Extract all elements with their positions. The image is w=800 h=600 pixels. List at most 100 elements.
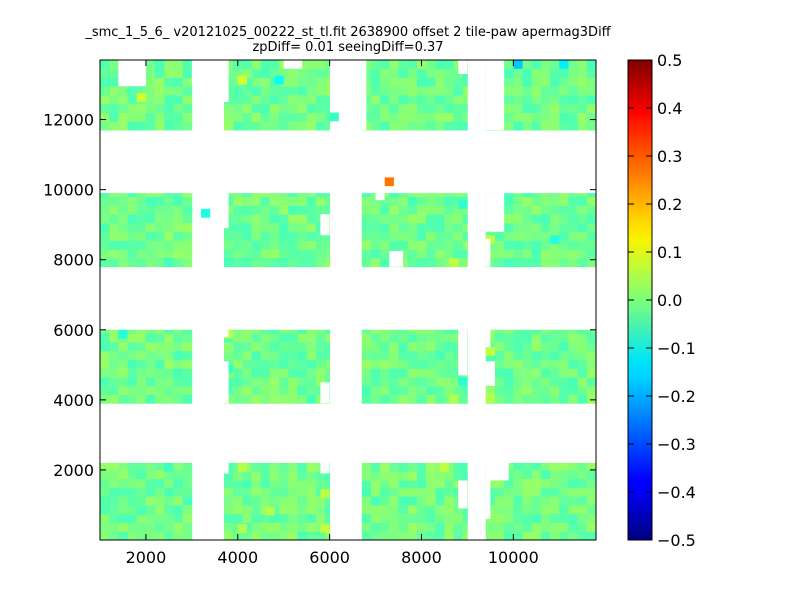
heatmap-tile [568, 462, 579, 471]
heatmap-tile [494, 359, 505, 369]
heatmap-tile [504, 359, 514, 369]
heatmap-tile [407, 68, 418, 78]
heatmap-tile [260, 359, 271, 369]
heatmap-tile [370, 222, 381, 233]
heatmap-tile [164, 394, 174, 404]
heatmap-tile [504, 240, 514, 250]
heatmap-tile [531, 121, 542, 131]
heatmap-tile [416, 103, 427, 113]
heatmap-tile [568, 469, 579, 480]
heatmap-tile [325, 103, 331, 113]
heatmap-tile [389, 359, 399, 369]
heatmap-tile [233, 329, 243, 334]
heatmap-tile [325, 350, 331, 360]
heatmap-tile [559, 478, 569, 488]
heatmap-tile [242, 103, 252, 113]
heatmap-tile [426, 205, 436, 215]
heatmap-tile [522, 249, 533, 259]
heatmap-tile [513, 240, 523, 250]
heatmap-tile [136, 513, 147, 523]
heatmap-tile [251, 385, 262, 395]
heatmap-tile [224, 103, 234, 113]
heatmap-tile [173, 350, 184, 360]
heatmap-tile [145, 531, 156, 540]
heatmap-tile [522, 329, 533, 334]
heatmap-tile [315, 112, 326, 122]
heatmap-tile [398, 103, 409, 113]
colorbar-tick-label: 0.0 [657, 291, 682, 310]
heatmap-tile [251, 504, 262, 515]
heatmap-tile [370, 513, 381, 523]
heatmap-tile [389, 385, 399, 395]
heatmap-tile [269, 205, 280, 215]
heatmap-tile [182, 77, 193, 87]
heatmap-tile [164, 377, 174, 387]
heatmap-tile [288, 196, 298, 206]
heatmap-tile [306, 522, 317, 532]
missing-region [485, 60, 505, 131]
heatmap-tile [100, 487, 110, 497]
heatmap-tile [297, 249, 308, 259]
heatmap-tile [260, 480, 271, 488]
heatmap-tile [306, 222, 317, 233]
heatmap-tile [462, 240, 468, 250]
heatmap-tile [155, 377, 165, 387]
heatmap-tile [251, 77, 262, 87]
heatmap-tile [288, 487, 298, 497]
heatmap-tile [540, 257, 551, 268]
heatmap-tile [380, 522, 390, 532]
heatmap-tile [426, 359, 436, 369]
heatmap-tile [522, 121, 533, 131]
heatmap-tile [398, 112, 409, 122]
heatmap-tile [306, 193, 317, 198]
heatmap-tile [145, 231, 156, 241]
heatmap-tile [370, 531, 381, 540]
heatmap-tile [155, 257, 165, 268]
heatmap-tile [251, 68, 262, 78]
heatmap-tile [297, 342, 308, 352]
heatmap-cell [559, 60, 569, 69]
heatmap-tile [251, 95, 262, 105]
heatmap-tile [242, 342, 252, 352]
heatmap-tile [279, 522, 289, 532]
heatmap-tile [109, 60, 119, 70]
heatmap-tile [242, 496, 252, 506]
heatmap-tile [513, 112, 523, 122]
heatmap-tile [109, 531, 119, 540]
heatmap-tile [315, 531, 326, 540]
heatmap-tile [224, 487, 234, 497]
heatmap-tile [462, 214, 468, 224]
heatmap-tile [182, 377, 193, 387]
heatmap-tile [164, 342, 174, 352]
heatmap-tile [233, 214, 243, 224]
heatmap-cell [224, 364, 234, 374]
heatmap-cell [439, 462, 450, 472]
heatmap-tile [407, 77, 418, 87]
heatmap-tile [559, 68, 569, 78]
colorbar-tick-label: −0.2 [657, 387, 696, 406]
heatmap-tile [389, 480, 399, 488]
heatmap-tile [269, 342, 280, 352]
heatmap-tile [504, 333, 514, 343]
heatmap-tile [531, 522, 542, 532]
heatmap-tile [513, 257, 523, 268]
heatmap-tile [380, 222, 390, 233]
heatmap-tile [297, 77, 308, 87]
heatmap-tile [504, 531, 514, 540]
heatmap-tile [398, 86, 409, 96]
heatmap-tile [109, 359, 119, 369]
heatmap-tile [398, 222, 409, 233]
heatmap-tile [315, 205, 326, 215]
heatmap-tile [380, 531, 390, 540]
heatmap-tile [361, 205, 372, 215]
heatmap-tile [361, 385, 372, 395]
heatmap-tile [100, 121, 110, 131]
heatmap-tile [361, 112, 372, 122]
heatmap-tile [127, 359, 138, 369]
heatmap-tile [577, 368, 588, 378]
heatmap-tile [269, 385, 280, 395]
heatmap-tile [315, 240, 326, 250]
heatmap-tile [269, 487, 280, 497]
heatmap-tile [435, 249, 445, 259]
heatmap-tile [118, 368, 128, 378]
